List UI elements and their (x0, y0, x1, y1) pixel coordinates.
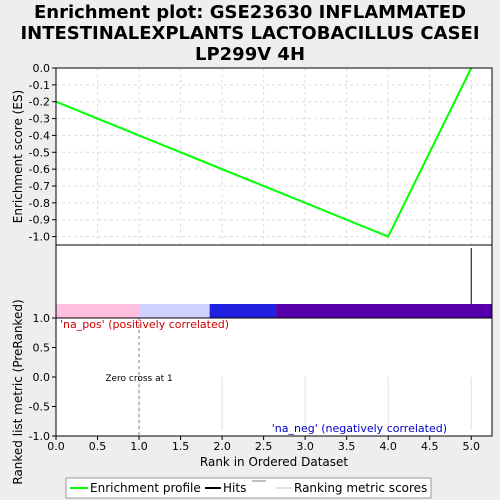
x-tick-label: 2.0 (213, 440, 231, 453)
ranking-y-tick-label: 0.5 (33, 342, 51, 355)
ranking-plot-frame (55, 317, 493, 437)
x-tick-label: 0.0 (47, 440, 65, 453)
color-bar-segment (209, 304, 277, 318)
es-y-tick-label: -0.8 (29, 197, 50, 210)
es-y-tick-label: 0.0 (33, 62, 51, 75)
ranking-y-tick-label: -0.5 (29, 401, 50, 414)
x-axis-label: Rank in Ordered Dataset (200, 455, 348, 469)
zero-cross-label: Zero cross at 1 (105, 374, 172, 384)
ranking-y-tick-label: 0.0 (33, 371, 51, 384)
legend-label: Enrichment profile (90, 481, 201, 495)
plot-title-line-2: INTESTINALEXPLANTS LACTOBACILLUS CASEI (20, 23, 480, 44)
enrichment-profile-line (55, 67, 473, 238)
ranking-y-tick-label: -1.0 (29, 430, 50, 443)
ranking-metric-panel: 1.0 0.5 0.0 -0.5 -1.0 Zero cross at 1 'na_pos'… (11, 299, 493, 485)
color-bar-segment (56, 304, 140, 318)
color-bar-segment (276, 304, 492, 318)
plot-title-line-3: LP299V 4H (194, 44, 306, 65)
ranking-y-axis-label: Ranked list metric (PreRanked) (11, 299, 25, 484)
es-y-tick-label: -0.9 (29, 214, 50, 227)
color-bar-segment (139, 304, 210, 318)
x-tick-label: 4.0 (379, 440, 397, 453)
hits-and-colorbar-panel (55, 244, 493, 319)
es-y-tick-label: -1.0 (29, 231, 50, 244)
x-axis: 0.0 0.5 1.0 1.5 2.0 2.5 3.0 3.5 4.0 4.5 5.0 Rank in… (47, 436, 480, 469)
es-y-tick-label: -0.3 (29, 113, 50, 126)
es-y-tick-label: -0.2 (29, 96, 50, 109)
x-tick-label: 2.5 (255, 440, 273, 453)
es-y-tick-label: -0.7 (29, 180, 50, 193)
es-y-tick-label: -0.6 (29, 163, 50, 176)
es-y-tick-label: -0.5 (29, 146, 50, 159)
plot-title-line-1: Enrichment plot: GSE23630 INFLAMMATED (33, 2, 467, 23)
x-tick-label: 1.0 (130, 440, 148, 453)
ranking-y-tick-label: 1.0 (33, 312, 51, 325)
legend-box (65, 477, 432, 499)
x-tick-label: 0.5 (89, 440, 107, 453)
legend: Enrichment profile Hits Ranking metric sco… (65, 477, 432, 499)
positive-correlation-label: 'na_pos' (positively correlated) (60, 318, 229, 331)
legend-label: Ranking metric scores (294, 481, 427, 495)
x-tick-label: 3.0 (296, 440, 314, 453)
legend-label: Hits (223, 481, 246, 495)
ranking-plot-area (56, 318, 492, 436)
es-y-tick-label: -0.1 (29, 79, 50, 92)
x-tick-label: 3.5 (338, 440, 356, 453)
x-tick-label: 5.0 (462, 440, 480, 453)
es-y-tick-label: -0.4 (29, 129, 50, 142)
x-tick-label: 1.5 (172, 440, 190, 453)
negative-correlation-label: 'na_neg' (negatively correlated) (272, 422, 447, 435)
x-tick-label: 4.5 (421, 440, 439, 453)
es-y-axis-label: Enrichment score (ES) (11, 90, 25, 223)
es-plot-area (56, 68, 492, 245)
enrichment-score-panel: 0.0 -0.1 -0.2 -0.3 -0.4 -0.5 -0.6 -0.7 -0.8 -0.9 -… (11, 62, 493, 246)
